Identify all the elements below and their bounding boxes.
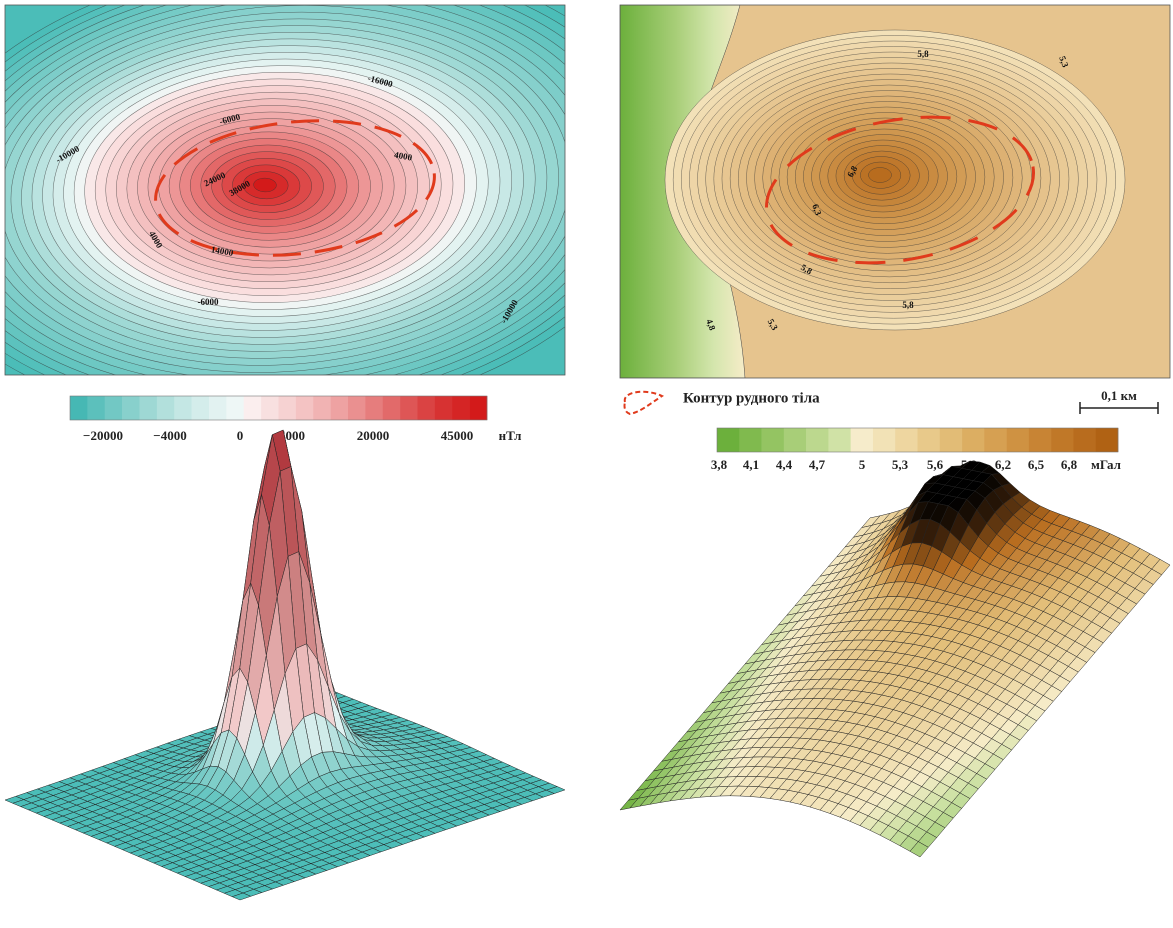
colorbar-label: 5,6 bbox=[927, 457, 944, 472]
gravity-map bbox=[620, 5, 1170, 378]
colorbar-swatch bbox=[469, 396, 488, 420]
colorbar-swatch bbox=[365, 396, 384, 420]
colorbar-swatch bbox=[70, 396, 88, 420]
colorbar-label: 6,2 bbox=[995, 457, 1011, 472]
colorbar-swatch bbox=[850, 428, 874, 452]
colorbar-swatch bbox=[226, 396, 245, 420]
ore-body-contour bbox=[764, 115, 1036, 265]
colorbar-swatch bbox=[452, 396, 470, 420]
colorbar-swatch bbox=[984, 428, 1007, 452]
magnetic-colorbar bbox=[69, 395, 488, 421]
colorbar-swatch bbox=[191, 396, 210, 420]
colorbar-swatch bbox=[417, 396, 436, 420]
colorbar-swatch bbox=[1095, 428, 1119, 452]
colorbar-swatch bbox=[1006, 428, 1030, 452]
gravity-surface-3d bbox=[619, 460, 1171, 858]
ore-body-legend-symbol bbox=[623, 390, 665, 416]
colorbar-swatch bbox=[1073, 428, 1097, 452]
colorbar-swatch bbox=[174, 396, 192, 420]
colorbar-label: 4,7 bbox=[809, 457, 826, 472]
colorbar-label: 0 bbox=[237, 428, 244, 443]
contour-label: 5,8 bbox=[902, 300, 914, 310]
colorbar-swatch bbox=[348, 396, 366, 420]
colorbar-label: −4000 bbox=[153, 428, 186, 443]
colorbar-label: −20000 bbox=[83, 428, 123, 443]
surface-cell bbox=[909, 841, 929, 858]
magnetic-map bbox=[5, 5, 565, 375]
scale-label: 0,1 км bbox=[1101, 388, 1137, 403]
colorbar-swatch bbox=[1051, 428, 1074, 452]
surface-cell bbox=[231, 892, 252, 901]
colorbar-swatch bbox=[156, 396, 175, 420]
contour-label: 6,3 bbox=[810, 203, 823, 217]
colorbar-label: 20000 bbox=[357, 428, 390, 443]
gravity-colorbar bbox=[716, 427, 1119, 453]
contour bbox=[253, 177, 277, 193]
colorbar-swatch bbox=[872, 428, 896, 452]
colorbar-label: 4,4 bbox=[776, 457, 793, 472]
colorbar-swatch bbox=[104, 396, 123, 420]
colorbar-swatch bbox=[917, 428, 941, 452]
colorbar-swatch bbox=[87, 396, 106, 420]
colorbar-swatch bbox=[278, 396, 297, 420]
colorbar-swatch bbox=[962, 428, 985, 452]
colorbar-label: 45000 bbox=[441, 428, 474, 443]
colorbar-frame bbox=[716, 427, 1119, 453]
contour-label: 5,8 bbox=[917, 49, 929, 59]
colorbar-swatch bbox=[761, 428, 785, 452]
colorbar-label: 5,3 bbox=[892, 457, 909, 472]
colorbar-swatch bbox=[806, 428, 829, 452]
colorbar-swatch bbox=[243, 396, 262, 420]
colorbar-unit: нТл bbox=[499, 428, 522, 443]
scale-bar bbox=[1079, 402, 1159, 414]
colorbar-swatch bbox=[313, 396, 331, 420]
colorbar-swatch bbox=[939, 428, 963, 452]
colorbar-swatch bbox=[330, 396, 349, 420]
contour-label: 5,3 bbox=[1057, 55, 1070, 69]
colorbar-swatch bbox=[1028, 428, 1052, 452]
map-frame bbox=[619, 4, 1171, 379]
contour bbox=[868, 167, 892, 183]
ore-body-contour bbox=[154, 119, 436, 257]
contour-label: 4000 bbox=[393, 150, 413, 163]
contour-label: 14000 bbox=[210, 244, 234, 258]
colorbar-unit: мГал bbox=[1091, 457, 1121, 472]
colorbar-swatch bbox=[261, 396, 279, 420]
colorbar-swatch bbox=[895, 428, 918, 452]
colorbar-swatch bbox=[717, 428, 740, 452]
map-frame bbox=[4, 4, 566, 376]
colorbar-swatch bbox=[828, 428, 851, 452]
legend-text: Контур рудного тіла bbox=[683, 390, 820, 406]
colorbar-label: 6,8 bbox=[1061, 457, 1078, 472]
colorbar-label: 3,8 bbox=[711, 457, 728, 472]
colorbar-label: 6,5 bbox=[1028, 457, 1045, 472]
contour-label: 4,8 bbox=[704, 318, 717, 332]
magnetic-surface-3d bbox=[4, 429, 566, 901]
colorbar-swatch bbox=[434, 396, 453, 420]
colorbar-label: 4,1 bbox=[743, 457, 759, 472]
colorbar-swatch bbox=[295, 396, 314, 420]
colorbar-swatch bbox=[739, 428, 762, 452]
colorbar-swatch bbox=[209, 396, 227, 420]
colorbar-swatch bbox=[783, 428, 807, 452]
colorbar-swatch bbox=[382, 396, 401, 420]
colorbar-label: 4000 bbox=[279, 428, 305, 443]
colorbar-swatch bbox=[139, 396, 158, 420]
colorbar-swatch bbox=[122, 396, 140, 420]
colorbar-label: 5 bbox=[859, 457, 866, 472]
colorbar-swatch bbox=[400, 396, 418, 420]
colorbar-frame bbox=[69, 395, 488, 421]
contour-label: -6000 bbox=[198, 297, 219, 307]
